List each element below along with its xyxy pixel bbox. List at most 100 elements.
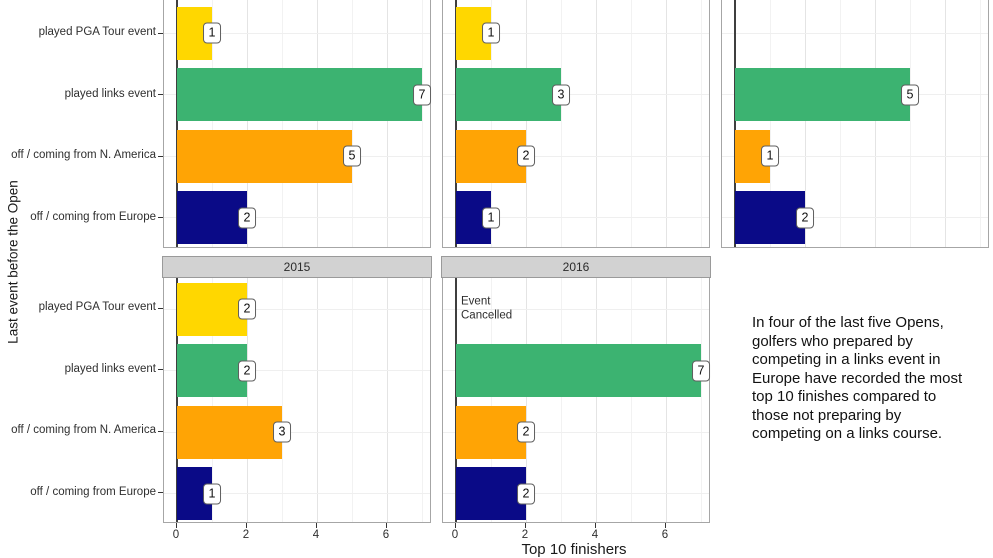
y-category-label-played-pga-tour-event: played PGA Tour event bbox=[38, 26, 156, 38]
gridline-horizontal bbox=[164, 217, 430, 218]
y-category-label-off-coming-from-n-america: off / coming from N. America bbox=[11, 149, 156, 161]
value-label: 7 bbox=[413, 84, 431, 105]
gridline-horizontal bbox=[164, 370, 430, 371]
y-category-label-off-coming-from-n-america: off / coming from N. America bbox=[11, 424, 156, 436]
gridline-vertical bbox=[386, 278, 388, 522]
value-label: 3 bbox=[273, 421, 291, 443]
value-label: 3 bbox=[552, 84, 570, 105]
gridline-vertical bbox=[421, 0, 423, 247]
gridline-vertical bbox=[560, 0, 562, 247]
gridline-vertical bbox=[595, 0, 597, 247]
gridline-vertical bbox=[211, 278, 213, 522]
bar-played-links-event bbox=[456, 68, 561, 121]
y-axis-tick bbox=[158, 155, 163, 157]
bar-played-pga-tour-event bbox=[177, 282, 247, 336]
gridline-vertical bbox=[874, 0, 876, 247]
gridline-horizontal bbox=[443, 493, 709, 494]
value-label: 2 bbox=[517, 145, 535, 167]
gridline-vertical bbox=[944, 0, 946, 247]
value-label: 2 bbox=[238, 298, 256, 320]
bar-off-coming-from-n-america bbox=[177, 405, 282, 459]
gridline-vertical bbox=[525, 0, 527, 247]
x-axis-tick-label: 6 bbox=[661, 529, 669, 541]
y-axis-tick bbox=[158, 217, 163, 218]
y-axis-tick bbox=[158, 94, 163, 95]
gridline-horizontal bbox=[443, 431, 709, 433]
x-axis-title: Top 10 finishers bbox=[521, 541, 627, 558]
axis-zero-line bbox=[455, 0, 457, 247]
gridline-vertical bbox=[630, 278, 632, 522]
facet-strip-2015: 2015 bbox=[162, 256, 432, 278]
gridline-vertical bbox=[700, 0, 702, 247]
gridline-horizontal bbox=[722, 217, 988, 218]
bar-off-coming-from-europe bbox=[177, 191, 247, 244]
axis-zero-line bbox=[455, 278, 457, 522]
gridline-vertical bbox=[665, 0, 667, 247]
x-axis-tick bbox=[594, 523, 596, 528]
y-category-label-off-coming-from-europe: off / coming from Europe bbox=[30, 485, 156, 498]
y-axis-tick bbox=[158, 430, 163, 432]
bar-played-links-event bbox=[735, 68, 910, 121]
y-category-label-off-coming-from-europe: off / coming from Europe bbox=[30, 210, 156, 223]
gridline-vertical bbox=[839, 0, 841, 247]
gridline-vertical bbox=[560, 278, 562, 522]
gridline-vertical bbox=[351, 278, 353, 522]
gridline-vertical bbox=[804, 0, 806, 247]
value-label: 2 bbox=[238, 207, 256, 228]
gridline-vertical bbox=[490, 0, 492, 247]
gridline-horizontal bbox=[164, 431, 430, 433]
gridline-vertical bbox=[490, 278, 492, 522]
value-label: 5 bbox=[901, 84, 919, 105]
bar-off-coming-from-europe bbox=[735, 191, 805, 244]
y-axis-tick bbox=[158, 369, 163, 370]
y-axis-tick bbox=[158, 492, 163, 493]
facet-panel-top-3: 5 1 2 bbox=[721, 0, 989, 248]
gridline-vertical bbox=[316, 278, 318, 522]
x-axis-tick bbox=[385, 523, 387, 528]
gridline-vertical bbox=[281, 278, 283, 522]
gridline-horizontal bbox=[443, 32, 709, 34]
gridline-horizontal bbox=[164, 32, 430, 34]
x-axis-tick-label: 0 bbox=[451, 529, 459, 541]
gridline-horizontal bbox=[722, 32, 988, 34]
gridline-horizontal bbox=[443, 155, 709, 157]
value-label: 5 bbox=[343, 145, 361, 167]
y-axis-tick bbox=[158, 307, 163, 309]
y-axis-title: Last event before the Open bbox=[5, 180, 21, 344]
gridline-horizontal bbox=[722, 155, 988, 157]
annotation-text: In four of the last five Opens, golfers … bbox=[752, 314, 963, 442]
gridline-vertical bbox=[316, 0, 318, 247]
gridline-horizontal bbox=[164, 308, 430, 310]
bar-played-links-event bbox=[177, 344, 247, 397]
gridline-vertical bbox=[211, 0, 213, 247]
x-axis-tick-label: 2 bbox=[521, 529, 529, 541]
value-label: 1 bbox=[203, 22, 221, 44]
value-label: 2 bbox=[238, 360, 256, 381]
x-axis-tick-label: 4 bbox=[591, 529, 599, 541]
event-cancelled-note: Event Cancelled bbox=[461, 295, 513, 322]
bar-off-coming-from-europe bbox=[456, 467, 526, 520]
gridline-vertical bbox=[246, 278, 248, 522]
facet-panel-top-2: 1 3 2 1 bbox=[442, 0, 710, 248]
gridline-horizontal bbox=[443, 94, 709, 95]
x-axis-tick-label: 2 bbox=[242, 529, 250, 541]
x-axis-tick bbox=[245, 523, 247, 528]
bar-played-links-event bbox=[177, 68, 422, 121]
x-axis-tick-label: 6 bbox=[382, 529, 390, 541]
gridline-horizontal bbox=[443, 308, 709, 310]
bar-off-coming-from-n-america bbox=[456, 405, 526, 459]
value-label: 2 bbox=[517, 483, 535, 504]
bar-played-links-event bbox=[456, 344, 701, 397]
value-label: 1 bbox=[203, 483, 221, 504]
gridline-vertical bbox=[386, 0, 388, 247]
gridline-vertical bbox=[525, 278, 527, 522]
gridline-vertical bbox=[665, 278, 667, 522]
gridline-vertical bbox=[246, 0, 248, 247]
x-axis-tick bbox=[454, 523, 456, 528]
x-axis-tick bbox=[315, 523, 317, 528]
value-label: 2 bbox=[517, 421, 535, 443]
value-label: 7 bbox=[692, 360, 710, 381]
axis-zero-line bbox=[734, 0, 736, 247]
gridline-vertical bbox=[595, 278, 597, 522]
